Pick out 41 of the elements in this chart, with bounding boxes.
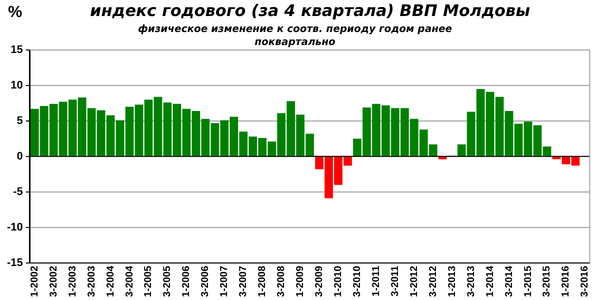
y-axis-title: % [8,4,22,22]
x-tick-label: 3-2004 [124,265,136,298]
x-tick-label: 1-2014 [484,265,496,298]
y-tick-label: 0 [16,150,23,162]
x-tick-label: 3-2008 [276,265,288,298]
x-tick-label: 3-2009 [314,265,326,298]
x-tick-label: 3-2002 [48,265,60,298]
x-tick-label: 3-2007 [238,265,250,298]
x-tick-label: 3-2010 [352,265,363,298]
x-tick-label: 1-2002 [29,265,40,298]
x-tick-label: 3-2015 [542,265,553,298]
y-tick-label: 10 [10,80,23,92]
x-tick-label: 3-2005 [162,265,174,298]
chart-subtitle: физическое изменение к соотв. периоду годом ранее поквартально [136,23,454,49]
x-tick-label: 1-2003 [67,265,78,298]
chart-title: индекс годового (за 4 квартала) ВВП Молдовы [90,1,530,20]
x-tick-label: 3-2006 [200,265,212,298]
x-tick-label: 3-2013 [466,265,477,298]
x-tick-label: 3-2011 [390,265,401,296]
bar [438,156,447,160]
x-tick-label: 1-2013 [446,265,458,298]
x-tick-label: 1-2016 [560,265,572,298]
x-tick-label: 1-2005 [143,265,154,298]
x-tick-label: 1-2011 [370,265,382,296]
x-tick-label: 3-2016 [580,265,591,298]
x-tick-label: 1-2009 [295,265,306,298]
y-tick-label: 5 [16,114,23,127]
y-tick-label: -10 [6,221,23,234]
x-tick-label: 1-2007 [219,265,230,298]
x-tick-label: 1-2008 [257,265,268,298]
x-tick-label: 1-2012 [408,265,420,298]
x-tick-label: 3-2003 [86,265,98,298]
x-tick-label: 3-2012 [428,265,439,298]
y-tick-label: -5 [13,186,23,198]
y-tick-label: 15 [10,44,23,56]
x-tick-label: 3-2014 [504,265,515,298]
x-tick-label: 1-2010 [333,265,344,298]
x-tick-label: 1-2004 [105,265,116,298]
y-tick-label: -15 [6,256,23,269]
x-tick-label: 1-2015 [522,265,534,298]
x-tick-label: 1-2006 [181,265,192,298]
